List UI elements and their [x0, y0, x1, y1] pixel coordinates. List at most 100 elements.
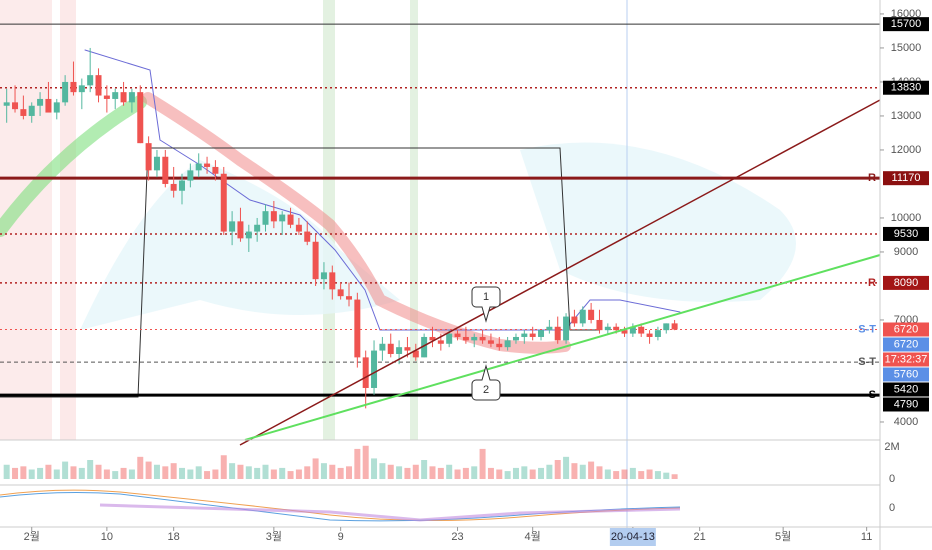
candle-body: [137, 92, 144, 144]
step-line: [0, 147, 600, 398]
candle-body: [320, 272, 327, 280]
volume-bar: [504, 471, 511, 479]
volume-bar: [187, 469, 194, 479]
candle-body: [554, 326, 561, 341]
candle-body: [70, 81, 77, 93]
price-label-box: [883, 226, 929, 241]
x-tick-label: 3월: [266, 530, 282, 543]
candle-body: [504, 340, 511, 348]
price-label-box: [883, 80, 929, 95]
candle-body: [204, 163, 211, 167]
volume-bar: [179, 467, 186, 479]
volume-bar: [546, 464, 553, 479]
volume-bar: [137, 456, 144, 479]
volume-bar: [629, 467, 636, 479]
volume-bar: [70, 466, 77, 479]
volume-bar: [596, 466, 603, 479]
volume-bar: [554, 460, 561, 479]
volume-bar: [220, 455, 227, 479]
volume-bar: [45, 464, 52, 479]
x-tick-label: 10: [101, 531, 113, 543]
volume-bar: [279, 467, 286, 479]
candle-body: [546, 326, 553, 331]
candle-body: [512, 336, 519, 341]
candle-body: [404, 347, 411, 351]
volume-bar: [446, 464, 453, 479]
volume-bar: [354, 448, 361, 479]
candle-body: [621, 330, 628, 334]
volume-bar: [387, 464, 394, 479]
candle-body: [245, 231, 252, 239]
volume-bar: [95, 464, 102, 479]
volume-bar: [78, 467, 85, 479]
volume-bar: [120, 467, 127, 479]
volume-bar: [487, 467, 494, 479]
candle-body: [287, 214, 294, 225]
candle-body: [28, 105, 35, 116]
candle-body: [95, 75, 102, 96]
candle-body: [579, 309, 586, 324]
annotation: 1: [483, 291, 489, 303]
candle-body: [654, 330, 661, 337]
candle-body: [120, 92, 127, 103]
price-label-box: [883, 382, 929, 397]
price-levels: R R S-T S-T S: [0, 23, 880, 401]
volume-bar: [128, 469, 135, 479]
volume-bar: [654, 471, 661, 479]
x-tick-label: 5월: [775, 530, 791, 543]
candle-body: [437, 340, 444, 344]
candle-body: [312, 241, 319, 280]
volume-bar: [270, 469, 277, 479]
candle-body: [588, 309, 595, 320]
volume-bar: [429, 466, 436, 479]
candle-body: [229, 221, 236, 232]
candle-body: [487, 340, 494, 344]
candle-body: [671, 323, 678, 330]
price-label-box: [883, 322, 929, 337]
candle-body: [254, 224, 261, 232]
candle-body: [345, 296, 352, 300]
price-label-box: [883, 367, 929, 382]
volume-bar: [212, 469, 219, 479]
candle-body: [571, 316, 578, 324]
candle-body: [87, 75, 94, 86]
candle-body: [187, 170, 194, 181]
candle-body: [596, 319, 603, 331]
y-tick-label: 4000: [894, 416, 918, 428]
x-tick-label: 4월: [525, 530, 541, 543]
candle-body: [20, 109, 27, 116]
volume-bar: [37, 467, 44, 479]
axes: 4000700090001000012000130001400015000160…: [24, 8, 929, 546]
candle-body: [462, 336, 469, 341]
volume-bar: [529, 469, 536, 479]
candle-body: [53, 102, 60, 113]
candle-body: [471, 336, 478, 341]
volume-bar: [287, 471, 294, 479]
candle-body: [371, 350, 378, 388]
volume-bar: [496, 469, 503, 479]
candle-body: [362, 357, 369, 388]
volume-bar: [604, 469, 611, 479]
countdown-box: [883, 352, 929, 367]
volume-bar: [462, 467, 469, 479]
volume-pane: [3, 445, 678, 479]
candle-body: [295, 224, 302, 232]
price-label-box: [883, 337, 929, 352]
volume-bar: [87, 460, 94, 479]
volume-bar: [3, 464, 10, 479]
candle-body: [429, 336, 436, 341]
volume-bar: [20, 466, 27, 479]
candle-body: [62, 81, 69, 103]
x-tick-label: 11: [861, 531, 872, 543]
candle-body: [179, 180, 186, 191]
volume-bar: [479, 448, 486, 479]
candle-body: [446, 333, 453, 344]
volume-bar: [646, 469, 653, 479]
y-tick-label: 16000: [891, 8, 922, 20]
level-tag: R: [868, 172, 876, 184]
price-label: 8090: [894, 277, 918, 289]
candle-body: [479, 336, 486, 341]
candle-body: [128, 92, 135, 103]
volume-bar: [538, 467, 545, 479]
volume-bar: [170, 463, 177, 479]
